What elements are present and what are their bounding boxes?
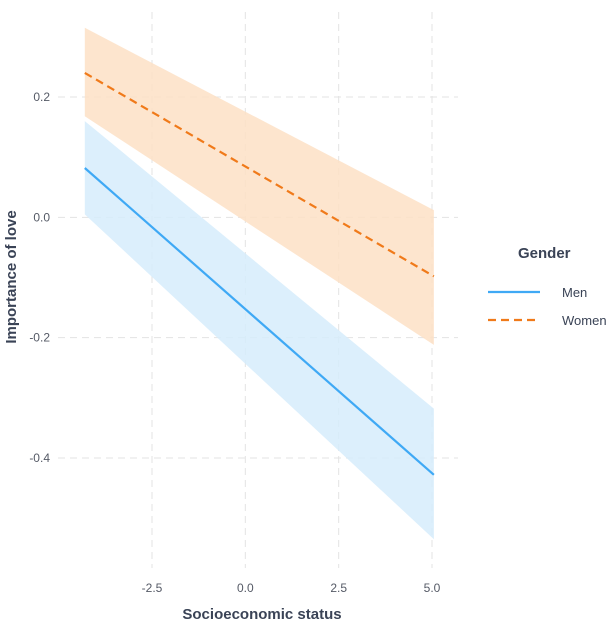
- legend-label-men: Men: [562, 285, 587, 300]
- y-axis-title: Importance of love: [3, 210, 20, 343]
- x-tick-label: 5.0: [424, 581, 441, 595]
- x-axis-title: Socioeconomic status: [182, 606, 341, 621]
- x-tick-label: -2.5: [142, 581, 163, 595]
- y-tick-label: 0.0: [33, 210, 50, 224]
- confidence-band-men: [84, 121, 434, 540]
- series-line-men: [84, 167, 435, 476]
- y-tick-label: -0.4: [29, 451, 50, 465]
- x-tick-label: 0.0: [237, 581, 254, 595]
- y-tick-label: 0.2: [33, 90, 50, 104]
- series-line-women: [84, 71, 435, 278]
- x-tick-label: 2.5: [330, 581, 347, 595]
- legend-label-women: Women: [562, 313, 607, 328]
- legend-items: Men Women: [488, 285, 607, 328]
- legend-title: Gender: [518, 245, 571, 262]
- series-lines: [84, 71, 435, 476]
- confidence-band-women: [84, 27, 434, 345]
- tick-labels: -2.5 0.0 2.5 5.0 -0.4 -0.2 0.0 0.2: [29, 90, 440, 595]
- y-tick-label: -0.2: [29, 331, 50, 345]
- confidence-bands: [84, 27, 434, 540]
- legend: Gender Men Women: [488, 245, 607, 328]
